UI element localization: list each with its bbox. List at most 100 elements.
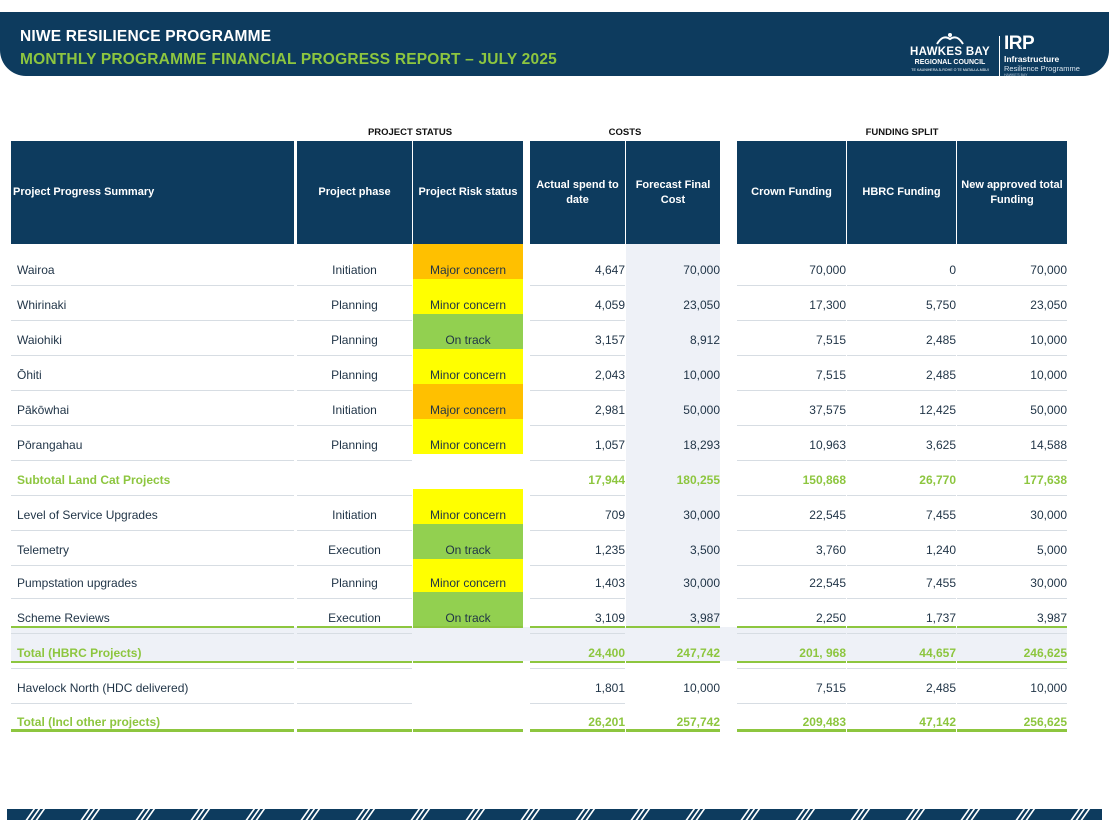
hbrc-funding-value: 7,455 — [925, 508, 956, 522]
total-underline — [413, 729, 523, 732]
new-total-funding-value: 50,000 — [1030, 403, 1067, 417]
hbrc-logo-mark-icon — [900, 32, 1000, 46]
hbrc-funding-value: 0 — [949, 263, 956, 277]
crown-funding-value: 22,545 — [809, 508, 846, 522]
actual-spend-value: 24,400 — [588, 646, 625, 660]
project-phase: Execution — [328, 543, 381, 557]
crown-funding-value: 37,575 — [809, 403, 846, 417]
row-separator — [530, 668, 625, 669]
footer-stripe — [7, 809, 1102, 820]
project-name: Ōhiti — [17, 368, 42, 382]
actual-spend-value: 3,109 — [594, 611, 625, 625]
project-name: Havelock North (HDC delivered) — [17, 681, 189, 695]
forecast-final-cost-value: 247,742 — [676, 646, 720, 660]
section-costs: COSTS — [608, 127, 642, 138]
crown-funding-value: 3,760 — [815, 543, 846, 557]
hbrc-funding-value: 12,425 — [919, 403, 956, 417]
project-phase — [297, 645, 412, 661]
row-separator — [737, 285, 846, 286]
row-separator — [957, 320, 1067, 321]
new-total-funding-value: 5,000 — [1036, 543, 1067, 557]
hbrc-funding-value: 44,657 — [919, 646, 956, 660]
row-separator — [737, 355, 846, 356]
risk-status-fill — [413, 559, 523, 594]
row-separator — [737, 633, 846, 634]
row-separator — [847, 460, 956, 461]
row-separator — [737, 495, 846, 496]
row-separator — [847, 668, 956, 669]
row-separator — [297, 355, 412, 356]
total-underline — [11, 661, 294, 663]
crown-funding-value: 150,868 — [802, 473, 846, 487]
row-separator — [297, 425, 412, 426]
row-separator — [297, 460, 412, 461]
forecast-column-band — [626, 244, 720, 627]
row-separator — [957, 633, 1067, 634]
total-underline — [957, 626, 1067, 628]
hbrc-funding-value: 2,485 — [925, 368, 956, 382]
hbrc-funding-value: 26,770 — [919, 473, 956, 487]
hbrc-logo-line1: HAWKES BAY — [910, 46, 990, 58]
project-name: Scheme Reviews — [17, 611, 110, 625]
actual-spend-value: 26,201 — [588, 715, 625, 729]
row-separator — [957, 285, 1067, 286]
new-total-funding-value: 30,000 — [1030, 508, 1067, 522]
new-total-funding-value: 256,625 — [1023, 715, 1067, 729]
new-total-funding-value: 246,625 — [1023, 646, 1067, 660]
new-total-funding-value: 14,588 — [1030, 438, 1067, 452]
report-subtitle: MONTHLY PROGRAMME FINANCIAL PROGRESS REP… — [20, 51, 557, 68]
risk-status-fill — [413, 279, 523, 314]
total-hbrc-row-band — [11, 627, 1067, 661]
row-separator — [297, 285, 412, 286]
new-total-funding-value: 10,000 — [1030, 681, 1067, 695]
risk-status-fill — [413, 419, 523, 454]
row-separator — [530, 598, 625, 599]
total-underline — [626, 729, 720, 732]
crown-funding-value: 7,515 — [815, 368, 846, 382]
forecast-final-cost-value: 257,742 — [676, 715, 720, 729]
row-separator — [847, 320, 956, 321]
total-underline — [957, 661, 1067, 663]
row-separator — [957, 703, 1067, 704]
total-underline — [957, 729, 1067, 732]
row-separator — [530, 703, 625, 704]
project-risk-status — [413, 680, 523, 696]
actual-spend-value: 1,057 — [594, 438, 625, 452]
row-separator — [530, 390, 625, 391]
irp-logo-line1: Infrastructure — [1004, 54, 1060, 64]
row-separator — [847, 495, 956, 496]
hbrc-logo-line2: REGIONAL COUNCIL — [914, 59, 986, 66]
row-separator — [297, 668, 412, 669]
row-separator — [297, 633, 412, 634]
project-risk-status: Minor concern — [429, 576, 507, 590]
report-header-banner: NIWE RESILIENCE PROGRAMME MONTHLY PROGRA… — [0, 12, 1109, 80]
row-separator — [530, 355, 625, 356]
total-underline — [847, 729, 956, 732]
col-header-new-total: New approved total Funding — [957, 141, 1067, 244]
row-separator — [957, 530, 1067, 531]
hbrc-funding-value: 3,625 — [925, 438, 956, 452]
project-risk-status: Minor concern — [429, 438, 507, 452]
total-underline — [297, 626, 412, 628]
crown-funding-value: 22,545 — [809, 576, 846, 590]
row-separator — [11, 460, 294, 461]
forecast-final-cost-value: 3,987 — [689, 611, 720, 625]
row-separator — [530, 495, 625, 496]
row-separator — [530, 425, 625, 426]
row-separator — [847, 633, 956, 634]
project-risk-status — [413, 714, 523, 730]
row-separator — [847, 285, 956, 286]
hbrc-funding-value: 1,240 — [925, 543, 956, 557]
total-underline — [413, 661, 523, 663]
forecast-final-cost-value: 10,000 — [683, 368, 720, 382]
irp-logo: IRP Infrastructure Resilience Programme … — [1004, 34, 1104, 82]
forecast-final-cost-value: 10,000 — [683, 681, 720, 695]
project-name: Total (Incl other projects) — [17, 715, 161, 729]
actual-spend-value: 1,403 — [594, 576, 625, 590]
row-separator — [530, 633, 625, 634]
row-separator — [957, 425, 1067, 426]
total-underline — [847, 661, 956, 663]
project-name: Pākōwhai — [17, 403, 70, 417]
crown-funding-value: 201, 968 — [799, 646, 846, 660]
project-risk-status: Major concern — [429, 403, 507, 417]
